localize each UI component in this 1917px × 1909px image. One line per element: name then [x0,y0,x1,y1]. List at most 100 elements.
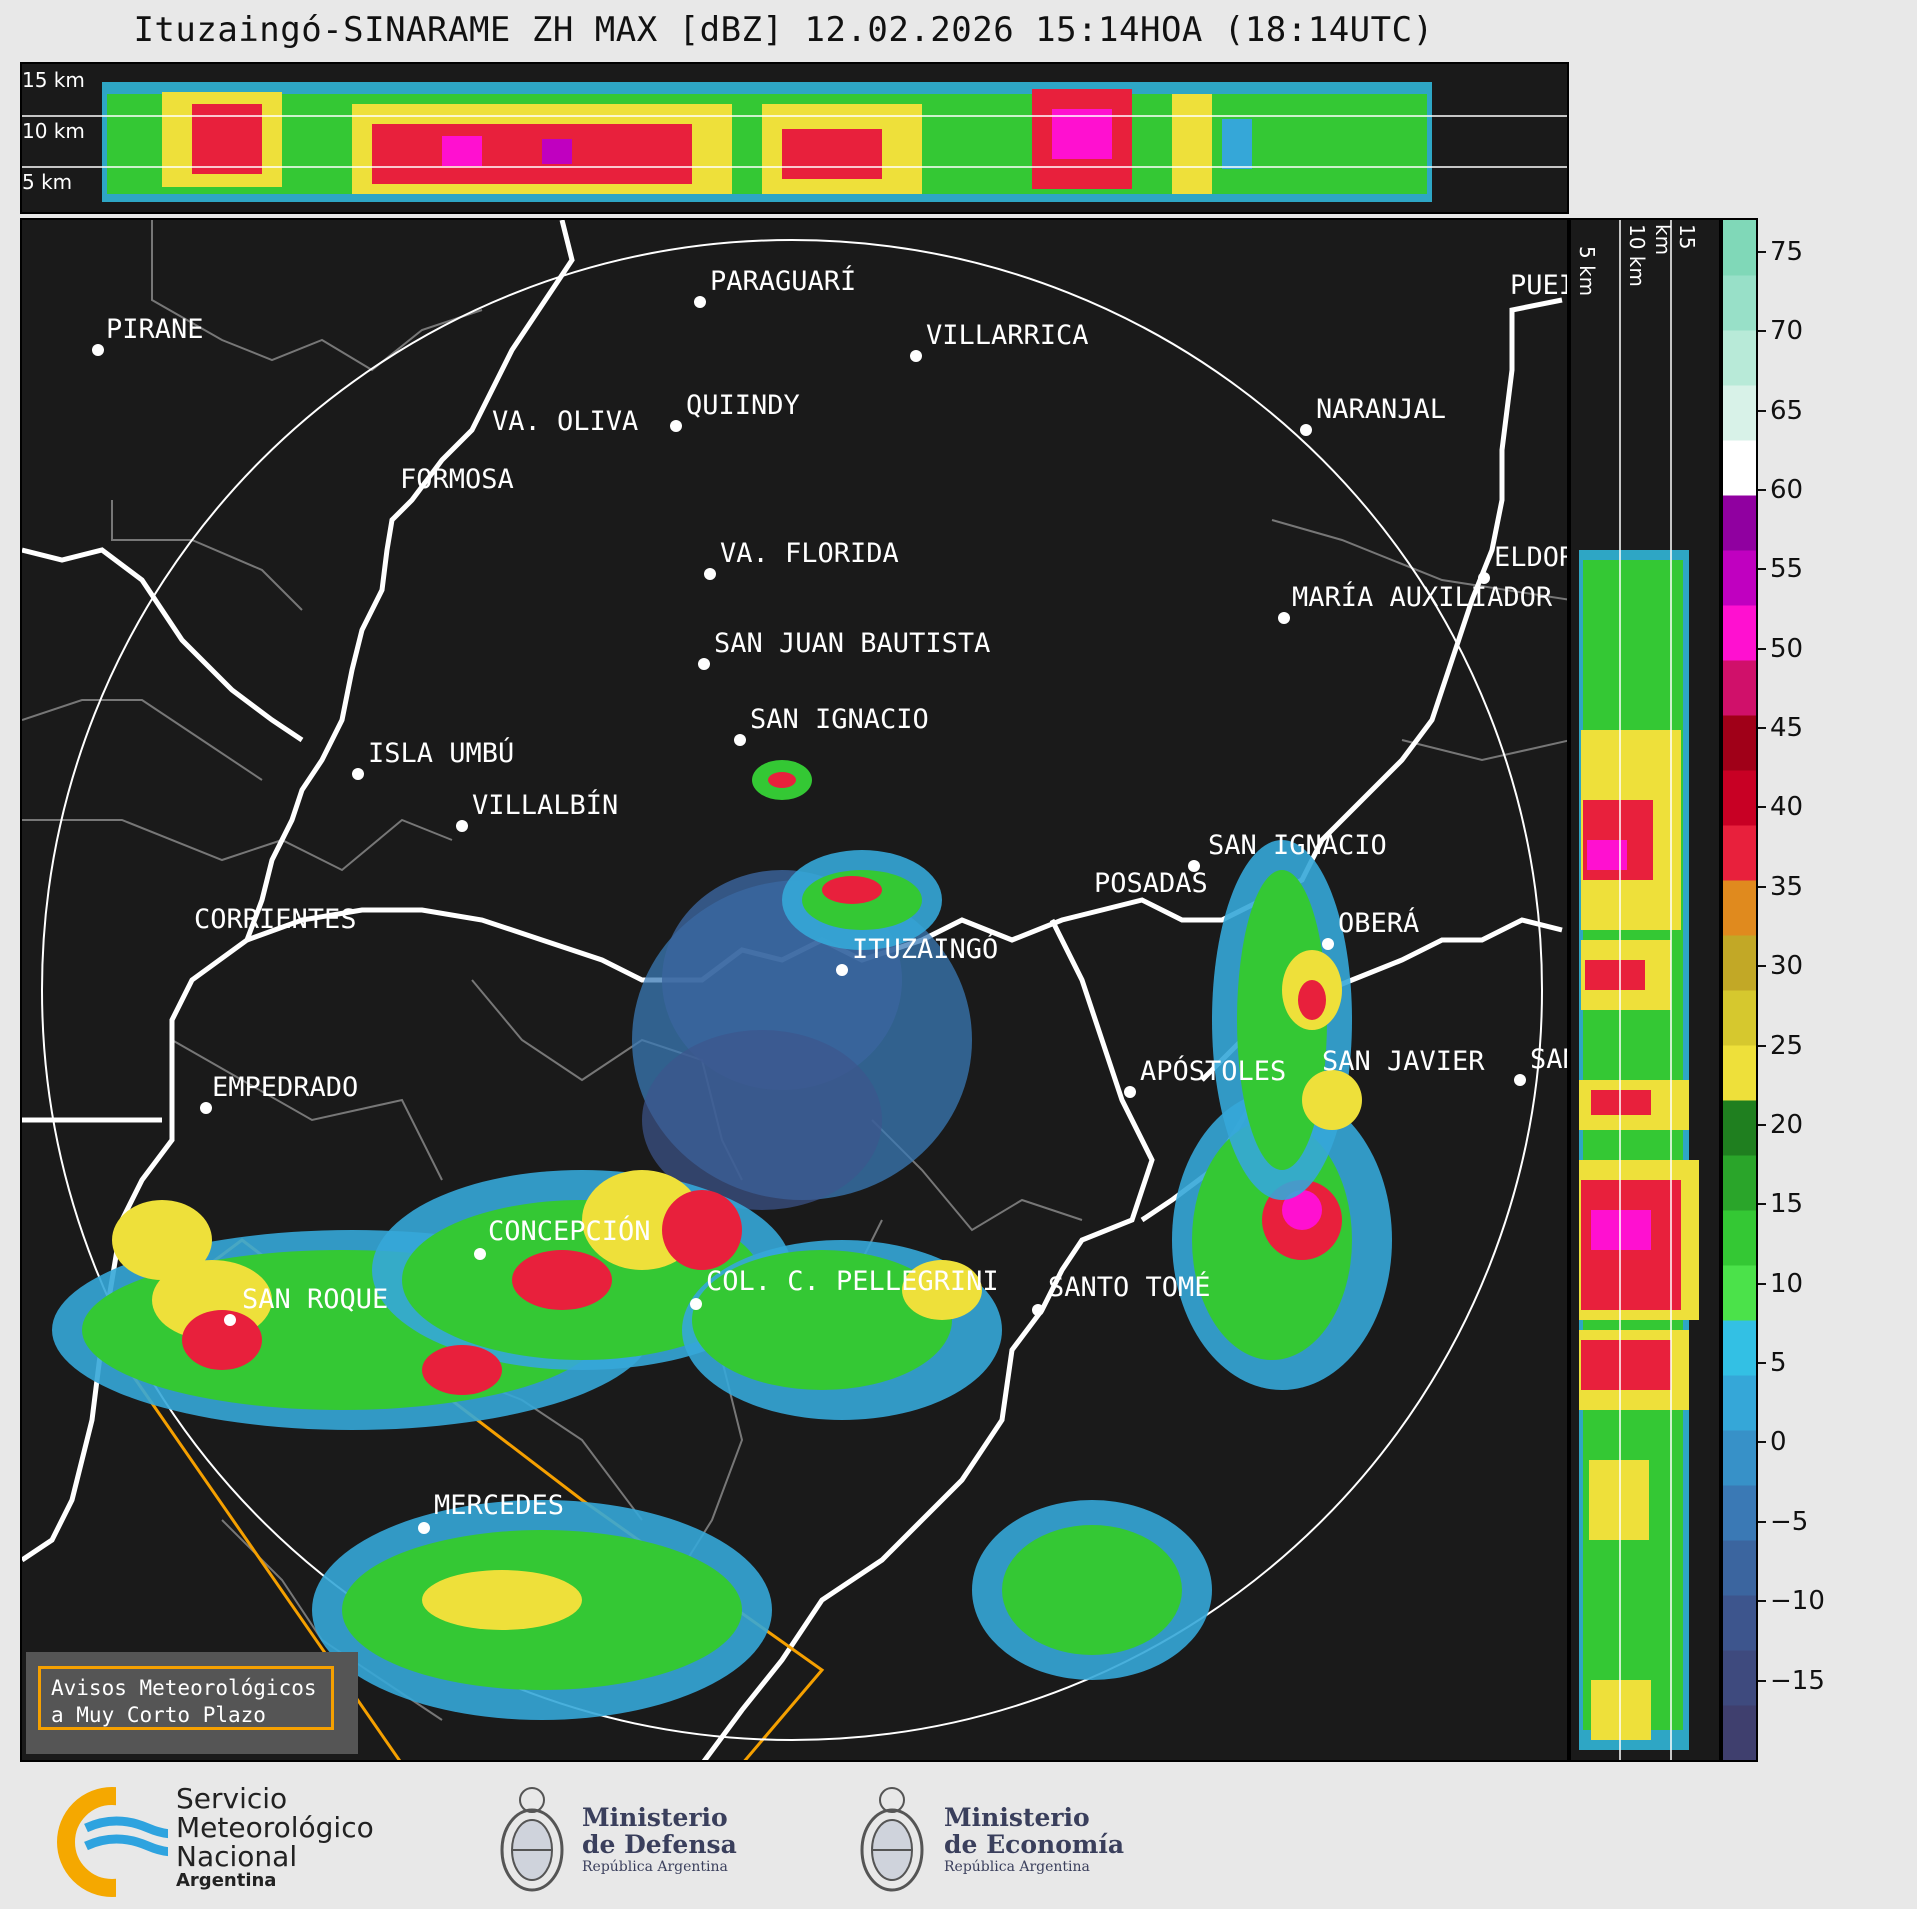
city-label-empedrado: EMPEDRADO [212,1072,359,1103]
height-label-5km: 5 km [22,170,73,194]
colorbar-tick [1758,330,1766,333]
city-label-san-javier: SAN JAVIER [1322,1046,1485,1077]
city-label-va-florida: VA. FLORIDA [720,538,899,569]
colorbar-ticks: 75 70 65 60 55 50 45 40 35 30 25 20 15 10 5 0 −5 −10 −15 [1758,218,1858,1762]
city-label-santo-tome: SANTO TOMÉ [1048,1272,1211,1303]
side-height-section: 5 km 10 km 15 km [1569,218,1721,1762]
colorbar-swatch [1723,550,1756,606]
city-label-obera: OBERÁ [1338,908,1420,939]
colorbar-swatch [1723,220,1756,276]
colorbar-tick-label: 65 [1770,395,1804,426]
top-height-section: 15 km 10 km 5 km [20,62,1569,214]
colorbar-tick [1758,409,1766,412]
colorbar-swatch [1723,715,1756,771]
smn-line-2: Meteorológico [176,1811,374,1844]
colorbar-swatch [1723,385,1756,441]
smn-logo-text: Servicio Meteorológico Nacional Argentin… [176,1784,374,1891]
defensa-line-2: de Defensa [582,1830,737,1859]
colorbar-tick-label: 60 [1770,474,1804,505]
city-dot-eldor [1478,572,1490,584]
economia-line-2: de Economía [944,1830,1125,1859]
colorbar-tick-label: 55 [1770,554,1804,585]
ground-clutter [632,870,972,1210]
legend-line-1: Avisos Meteorológicos [51,1676,317,1700]
city-dot-isla-umbu [352,768,364,780]
city-label-ituzaingo: ITUZAINGÓ [852,934,999,965]
city-dot-maria-auxiliadora [1278,612,1290,624]
colorbar-tick [1758,727,1766,730]
colorbar-swatch [1723,1650,1756,1706]
colorbar-swatch [1723,880,1756,936]
city-dot-quiindy [670,420,682,432]
colorbar-tick-label: −15 [1770,1665,1825,1696]
city-dot-col-c-pellegrini [690,1298,702,1310]
city-label-formosa: FORMOSA [400,464,514,495]
colorbar-tick [1758,1679,1766,1682]
colorbar-tick [1758,1520,1766,1523]
side-section-echoes [1579,220,1699,1760]
colorbar-tick [1758,806,1766,809]
colorbar-swatch [1723,1430,1756,1486]
defensa-line-3: República Argentina [582,1859,728,1875]
colorbar-swatch [1723,1155,1756,1211]
range-circle [41,239,1543,1741]
colorbar-tick-label: 25 [1770,1030,1804,1061]
city-label-va-oliva: VA. OLIVA [492,406,639,437]
city-label-san: SAN [1530,1044,1567,1075]
warnings-legend-frame: Avisos Meteorológicos a Muy Corto Plazo [38,1666,334,1730]
colorbar-swatch [1723,1375,1756,1431]
warnings-legend: Avisos Meteorológicos a Muy Corto Plazo [26,1652,358,1754]
colorbar-tick-label: 40 [1770,792,1804,823]
side-height-label-15km: 15 km [1651,224,1699,256]
colorbar-tick [1758,1123,1766,1126]
colorbar-tick-label: 5 [1770,1348,1787,1379]
smn-line-1: Servicio [176,1782,288,1815]
colorbar-swatch [1723,275,1756,331]
colorbar-swatch [1723,1595,1756,1651]
colorbar-tick [1758,1441,1766,1444]
city-label-isla-umbu: ISLA UMBÚ [368,738,515,769]
city-dot-san [1514,1074,1526,1086]
city-dot-san-juan-bautista [698,658,710,670]
height-label-15km: 15 km [22,68,85,92]
city-dot-pirane [92,344,104,356]
colorbar-tick-label: 70 [1770,316,1804,347]
colorbar-swatch [1723,1210,1756,1266]
colorbar-swatches [1723,220,1756,1760]
footer: Servicio Meteorológico Nacional Argentin… [0,1764,1917,1909]
city-label-pirane: PIRANE [106,314,204,345]
city-dot-va-florida [704,568,716,580]
city-label-villalbin: VILLALBÍN [472,790,619,821]
colorbar-swatch [1723,770,1756,826]
colorbar-tick [1758,568,1766,571]
legend-line-2: a Muy Corto Plazo [51,1703,266,1727]
colorbar-tick-label: 20 [1770,1109,1804,1140]
city-dot-san-roque [224,1314,236,1326]
colorbar-tick-label: 35 [1770,871,1804,902]
city-dot-san-ignacio-py [734,734,746,746]
colorbar-swatch [1723,1265,1756,1321]
city-label-villarrica: VILLARRICA [926,320,1089,351]
colorbar-tick [1758,250,1766,253]
city-label-mercedes: MERCEDES [434,1490,565,1521]
colorbar-swatch [1723,495,1756,551]
colorbar-tick [1758,1203,1766,1206]
smn-logo [57,1786,168,1898]
colorbar-tick [1758,1362,1766,1365]
colorbar-tick-label: 50 [1770,633,1804,664]
city-label-posadas: POSADAS [1094,868,1208,899]
colorbar-swatch [1723,1100,1756,1156]
side-height-label-10km: 10 km [1625,224,1649,287]
colorbar-tick-label: −10 [1770,1586,1825,1617]
map-title: Ituzaingó-SINARAME ZH MAX [dBZ] 12.02.20… [133,10,1434,50]
colorbar-tick-label: 75 [1770,236,1804,267]
colorbar [1721,218,1758,1762]
colorbar-tick [1758,885,1766,888]
city-dot-empedrado [200,1102,212,1114]
city-label-san-ignacio-ar: SAN IGNACIO [1208,830,1387,861]
city-dot-mercedes [418,1522,430,1534]
city-dot-concepcion [474,1248,486,1260]
city-label-col-c-pellegrini: COL. C. PELLEGRINI [706,1266,999,1297]
colorbar-tick [1758,488,1766,491]
city-label-san-juan-bautista: SAN JUAN BAUTISTA [714,628,991,659]
